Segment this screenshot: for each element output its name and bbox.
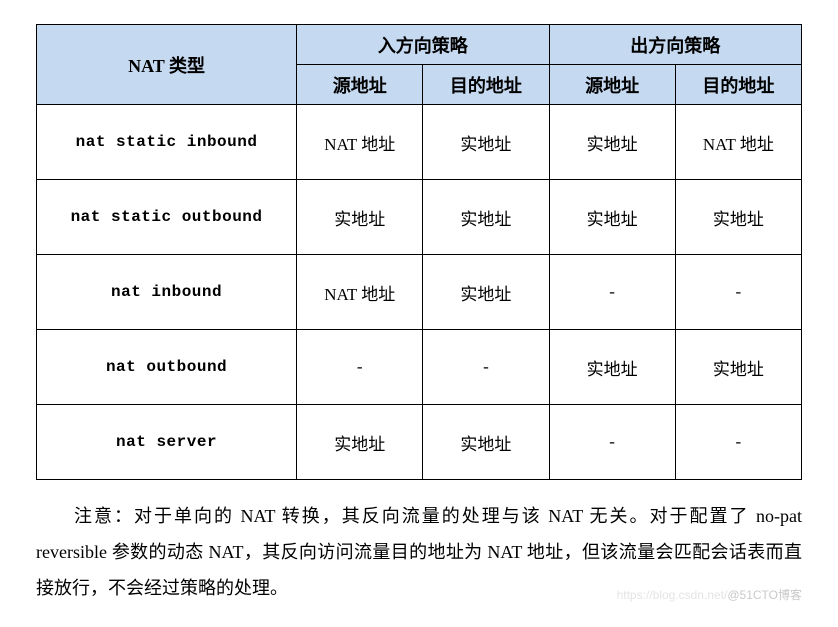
table-row: nat inbound NAT 地址 实地址 - -	[37, 255, 802, 330]
table-row: nat server 实地址 实地址 - -	[37, 405, 802, 480]
th-in-policy: 入方向策略	[297, 25, 549, 65]
th-out-policy: 出方向策略	[549, 25, 801, 65]
cell-type: nat server	[37, 405, 297, 480]
cell-out-dst: -	[675, 405, 801, 480]
cell-type: nat inbound	[37, 255, 297, 330]
cell-type: nat static outbound	[37, 180, 297, 255]
cell-out-dst: 实地址	[675, 180, 801, 255]
watermark-url: https://blog.csdn.net/	[617, 588, 728, 602]
cell-in-dst: 实地址	[423, 405, 549, 480]
cell-out-src: -	[549, 255, 675, 330]
cell-in-src: NAT 地址	[297, 255, 423, 330]
cell-in-src: 实地址	[297, 405, 423, 480]
cell-in-dst: 实地址	[423, 255, 549, 330]
cell-out-src: -	[549, 405, 675, 480]
cell-out-src: 实地址	[549, 105, 675, 180]
note-line1: 注意：对于单向的 NAT 转换，其反向流量的处理与该 NAT 无关。对于配置了	[72, 506, 750, 526]
watermark-text: @51CTO博客	[727, 588, 802, 602]
th-nat-type: NAT 类型	[37, 25, 297, 105]
cell-in-dst: 实地址	[423, 180, 549, 255]
cell-type: nat static inbound	[37, 105, 297, 180]
cell-in-dst: 实地址	[423, 105, 549, 180]
cell-out-dst: NAT 地址	[675, 105, 801, 180]
cell-out-dst: -	[675, 255, 801, 330]
cell-out-src: 实地址	[549, 330, 675, 405]
cell-out-src: 实地址	[549, 180, 675, 255]
th-out-dst: 目的地址	[675, 65, 801, 105]
cell-in-src: -	[297, 330, 423, 405]
th-in-src: 源地址	[297, 65, 423, 105]
th-in-dst: 目的地址	[423, 65, 549, 105]
cell-type: nat outbound	[37, 330, 297, 405]
table-row: nat static inbound NAT 地址 实地址 实地址 NAT 地址	[37, 105, 802, 180]
cell-in-dst: -	[423, 330, 549, 405]
table-row: nat outbound - - 实地址 实地址	[37, 330, 802, 405]
cell-in-src: NAT 地址	[297, 105, 423, 180]
cell-in-src: 实地址	[297, 180, 423, 255]
th-out-src: 源地址	[549, 65, 675, 105]
table-row: nat static outbound 实地址 实地址 实地址 实地址	[37, 180, 802, 255]
cell-out-dst: 实地址	[675, 330, 801, 405]
nat-policy-table: NAT 类型 入方向策略 出方向策略 源地址 目的地址 源地址 目的地址 nat…	[36, 24, 802, 480]
